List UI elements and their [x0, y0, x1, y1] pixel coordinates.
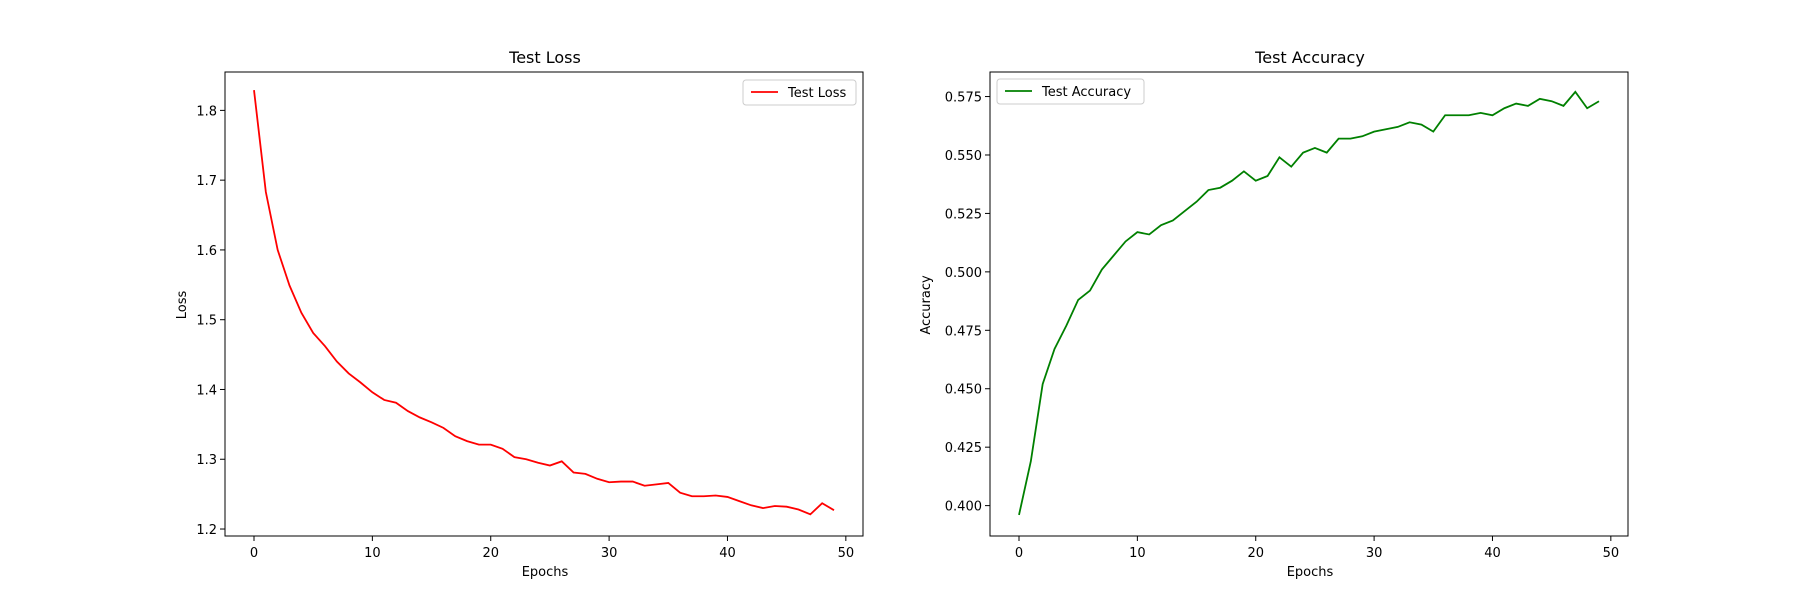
loss-y-tick-label: 1.3 — [196, 453, 217, 468]
loss-y-tick-label: 1.8 — [196, 104, 217, 119]
accuracy-x-tick-label: 40 — [1484, 546, 1501, 561]
loss-x-tick-label: 0 — [250, 546, 258, 561]
loss-y-tick-label: 1.6 — [196, 244, 217, 259]
accuracy-y-ticks: 0.400 0.425 0.450 0.475 0.500 0.525 0.550 0.575 — [945, 91, 990, 515]
loss-legend-box — [742, 79, 857, 106]
accuracy-x-tick-label: 50 — [1603, 546, 1620, 561]
accuracy-x-axis-label: Epochs — [1287, 565, 1334, 580]
loss-chart-title: Test Loss — [508, 48, 581, 67]
loss-y-ticks: 1.2 1.3 1.4 1.5 1.6 1.7 1.8 — [196, 104, 225, 538]
loss-x-tick-label: 40 — [719, 546, 736, 561]
loss-chart: Test Loss 1.2 1.3 1.4 1.5 1.6 1.7 1.8 0 10 20 30 4… — [175, 48, 864, 580]
accuracy-plot-frame — [989, 71, 1629, 537]
loss-y-axis-label: Loss — [175, 291, 190, 320]
accuracy-y-tick-label: 0.475 — [945, 324, 982, 339]
loss-legend: Test Loss — [742, 79, 857, 106]
accuracy-x-tick-label: 10 — [1129, 546, 1146, 561]
loss-x-axis-label: Epochs — [522, 565, 569, 580]
accuracy-x-tick-label: 0 — [1015, 546, 1023, 561]
accuracy-x-ticks: 0 10 20 30 40 50 — [1015, 536, 1619, 561]
accuracy-y-tick-label: 0.450 — [945, 383, 982, 398]
loss-x-tick-label: 30 — [601, 546, 618, 561]
accuracy-legend: Test Accuracy — [996, 78, 1145, 105]
accuracy-y-tick-label: 0.575 — [945, 91, 982, 106]
loss-x-tick-label: 50 — [838, 546, 855, 561]
accuracy-chart-title: Test Accuracy — [1254, 48, 1365, 67]
accuracy-chart: Test Accuracy 0.4000.4250.4500.4750.5000… — [919, 48, 1629, 580]
loss-y-tick-label: 1.5 — [196, 314, 217, 329]
accuracy-y-tick-label: 0.425 — [945, 441, 982, 456]
accuracy-y-tick-label: 0.400 — [945, 500, 982, 515]
loss-plot-frame — [224, 71, 864, 537]
accuracy-y-axis-label: Accuracy — [919, 275, 934, 335]
loss-y-tick-label: 1.7 — [196, 174, 217, 189]
loss-legend-label: Test Loss — [787, 86, 846, 101]
loss-x-tick-label: 10 — [364, 546, 381, 561]
loss-x-ticks: 0 10 20 30 40 50 — [250, 536, 854, 561]
loss-series-line — [253, 90, 835, 516]
accuracy-legend-label: Test Accuracy — [1041, 85, 1131, 100]
loss-x-tick-label: 20 — [482, 546, 499, 561]
accuracy-legend-box — [996, 78, 1145, 105]
accuracy-x-tick-label: 20 — [1247, 546, 1264, 561]
loss-y-tick-label: 1.4 — [196, 383, 217, 398]
accuracy-y-tick-label: 0.550 — [945, 149, 982, 164]
accuracy-y-tick-label: 0.525 — [945, 207, 982, 222]
accuracy-series-line — [1018, 90, 1600, 516]
accuracy-x-tick-label: 30 — [1366, 546, 1383, 561]
loss-y-tick-label: 1.2 — [196, 523, 217, 538]
accuracy-y-tick-label: 0.500 — [945, 266, 982, 281]
